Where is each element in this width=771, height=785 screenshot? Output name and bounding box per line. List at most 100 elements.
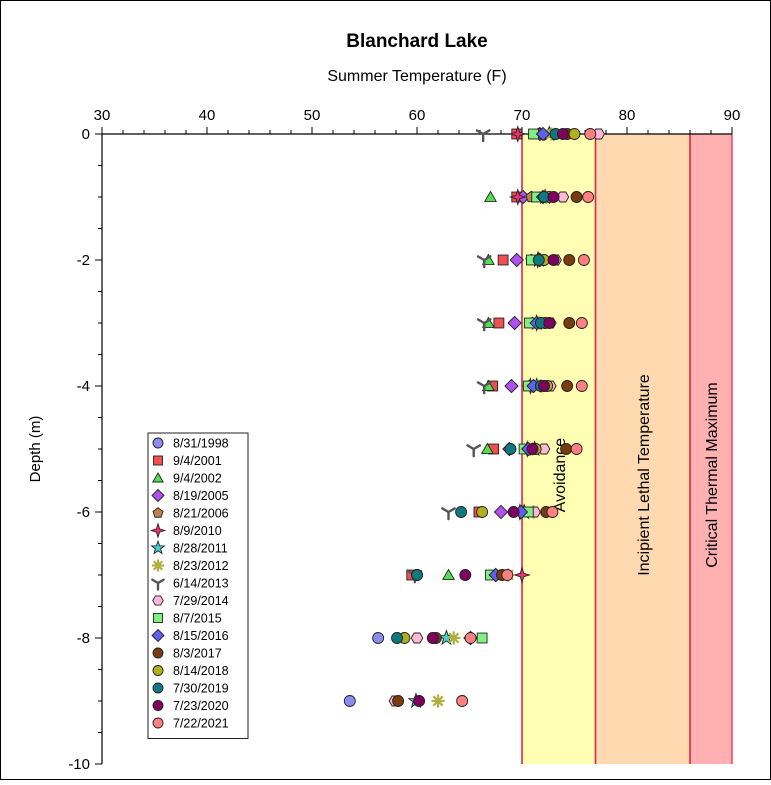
data-point	[538, 380, 550, 392]
legend-entry: 8/15/2016	[173, 629, 229, 643]
legend-marker	[152, 437, 164, 449]
legend-marker	[152, 472, 164, 483]
legend-entry: 8/31/1998	[173, 437, 229, 451]
data-point	[464, 632, 477, 644]
data-point	[442, 568, 455, 580]
data-point	[431, 694, 445, 708]
legend-entry: 8/21/2006	[173, 507, 229, 521]
data-point	[570, 191, 583, 203]
data-point	[513, 566, 531, 584]
chart-title: Blanchard Lake	[346, 31, 488, 52]
data-point	[476, 255, 492, 269]
data-point	[526, 443, 539, 455]
legend-marker	[152, 507, 164, 518]
data-point	[476, 318, 492, 332]
data-point	[504, 378, 519, 394]
legend: 8/31/1998 9/4/2001 9/4/2002 8/19/2005 8/21/2…	[147, 432, 249, 739]
data-point	[582, 191, 595, 203]
data-point	[584, 128, 597, 140]
zones-layer: Avoidance Incipient Lethal Temperature Cri…	[521, 134, 733, 764]
data-point	[475, 129, 491, 143]
data-point	[578, 254, 590, 266]
data-point	[546, 506, 559, 518]
data-point	[372, 632, 385, 644]
data-point	[543, 317, 556, 329]
data-point	[480, 442, 494, 454]
data-point	[343, 695, 356, 707]
data-point	[547, 191, 560, 203]
legend-entry: 8/19/2005	[173, 489, 229, 503]
legend-entry: 8/28/2011	[173, 542, 228, 556]
legend-entry: 8/9/2010	[173, 524, 222, 538]
x-tick-label: 30	[94, 107, 111, 124]
data-point	[411, 569, 423, 581]
legend-entry: 8/23/2012	[173, 559, 229, 573]
zone-label-3: Critical Thermal Maximum	[704, 382, 721, 568]
legend-box	[147, 432, 249, 739]
chart-subtitle: Summer Temperature (F)	[327, 68, 506, 85]
data-point	[563, 317, 576, 329]
legend-marker	[153, 613, 163, 623]
y-tick-label: 0	[82, 126, 90, 143]
legend-marker	[152, 665, 164, 676]
data-point	[391, 632, 403, 644]
data-point	[560, 443, 573, 455]
legend-marker	[152, 595, 164, 606]
data-point	[532, 254, 545, 266]
data-point	[476, 506, 489, 518]
legend-marker	[150, 539, 166, 555]
legend-marker	[149, 522, 167, 539]
series-15	[391, 128, 562, 644]
data-point	[508, 125, 527, 143]
legend-marker	[152, 647, 164, 659]
data-point	[493, 317, 505, 329]
x-tick-label: 70	[514, 107, 531, 124]
data-point	[426, 632, 439, 644]
legend-entry: 7/30/2019	[173, 682, 229, 696]
data-point	[557, 128, 569, 140]
data-point	[441, 507, 456, 521]
series-17	[456, 128, 597, 707]
y-tick-label: -10	[68, 756, 90, 773]
x-tick-label: 60	[409, 107, 426, 124]
legend-marker	[152, 717, 164, 729]
data-point	[575, 380, 588, 392]
zone-label-1: Avoidance	[552, 438, 569, 513]
legend-entry: 7/22/2021	[173, 717, 229, 731]
data-point	[392, 695, 405, 707]
data-point	[476, 381, 492, 395]
axes-layer: 30 40 50 60 70 80 90 0 -2 -4 -6 -8 -10	[68, 107, 740, 773]
data-point	[476, 632, 488, 644]
data-point	[547, 254, 560, 266]
data-point	[501, 569, 514, 581]
data-point	[459, 569, 472, 581]
x-tick-label: 90	[724, 107, 741, 124]
y-tick-label: -6	[77, 504, 90, 521]
y-tick-label: -4	[77, 378, 90, 395]
zone-2	[595, 134, 690, 764]
data-point	[561, 380, 574, 392]
data-point	[504, 443, 517, 455]
legend-marker	[153, 455, 163, 466]
legend-entry: 9/4/2001	[173, 454, 222, 468]
y-axis-label: Depth (m)	[27, 416, 44, 483]
data-point	[484, 190, 497, 202]
legend-marker	[151, 488, 165, 503]
data-point	[508, 188, 527, 206]
data-point	[410, 632, 424, 644]
data-point	[456, 695, 469, 707]
data-point	[507, 315, 522, 331]
x-tick-label: 50	[304, 107, 321, 124]
data-point	[563, 254, 576, 266]
x-tick-label: 80	[619, 107, 636, 124]
series-1	[343, 632, 385, 707]
legend-entry: 8/3/2017	[173, 647, 222, 661]
data-point	[447, 631, 461, 645]
x-tick-label: 40	[199, 107, 216, 124]
legend-entry: 8/7/2015	[173, 612, 222, 626]
legend-marker	[151, 578, 165, 591]
data-point	[509, 252, 524, 268]
legend-marker	[152, 682, 164, 694]
legend-marker	[151, 628, 165, 643]
